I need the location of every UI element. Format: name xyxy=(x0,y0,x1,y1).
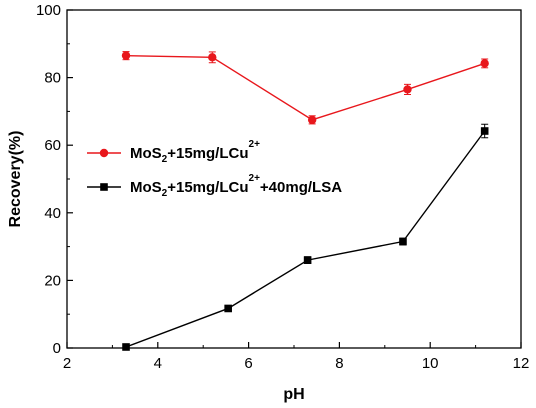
y-tick-label: 0 xyxy=(53,340,61,357)
legend-label-part: 2 xyxy=(162,188,168,199)
x-axis-title: pH xyxy=(283,386,304,403)
legend-label-part: +15mg/LCu xyxy=(167,145,248,162)
data-point xyxy=(303,256,312,264)
x-tick-label: 2 xyxy=(63,355,71,372)
x-tick-label: 8 xyxy=(335,355,343,372)
series-2-line xyxy=(125,130,486,348)
data-point xyxy=(480,127,489,135)
series-1-line xyxy=(126,54,485,121)
data-point xyxy=(121,51,131,60)
series-layer xyxy=(121,51,489,351)
x-tick-label: 10 xyxy=(422,355,439,372)
legend: MoS2+15mg/LCu2+MoS2+15mg/LCu2++40mg/LSA xyxy=(87,139,342,199)
x-axis: 2 4 6 8 10 12 xyxy=(63,342,530,372)
data-point xyxy=(224,304,232,313)
data-point xyxy=(122,343,130,351)
data-point xyxy=(307,115,317,125)
legend-marker xyxy=(99,148,109,158)
legend-label-part: MoS xyxy=(130,145,162,162)
data-point xyxy=(208,53,217,62)
y-tick-label: 40 xyxy=(44,205,61,222)
legend-item-1: MoS2+15mg/LCu2+ xyxy=(87,139,260,165)
y-axis-title: Recovery(%) xyxy=(7,131,24,228)
y-axis: 0 20 40 60 80 100 xyxy=(36,2,73,357)
legend-label-part: 2+ xyxy=(249,139,261,150)
legend-label-part: 2+ xyxy=(249,173,261,184)
data-point xyxy=(399,237,407,246)
legend-label: MoS2+15mg/LCu2+ xyxy=(130,139,260,165)
legend-label-part: 2 xyxy=(162,154,168,165)
x-tick-label: 6 xyxy=(244,355,252,372)
data-point xyxy=(480,59,489,68)
x-tick-label: 4 xyxy=(154,355,162,372)
legend-marker xyxy=(100,183,108,191)
legend-label-part: +15mg/LCu xyxy=(167,179,248,196)
legend-item-2: MoS2+15mg/LCu2++40mg/LSA xyxy=(87,173,342,199)
y-tick-label: 60 xyxy=(44,137,61,154)
y-tick-label: 100 xyxy=(36,2,61,19)
legend-label-part: MoS xyxy=(130,179,162,196)
legend-label: MoS2+15mg/LCu2++40mg/LSA xyxy=(130,173,342,199)
y-tick-label: 20 xyxy=(44,272,61,289)
series-1 xyxy=(121,51,489,125)
series-2 xyxy=(122,123,489,351)
x-tick-label: 12 xyxy=(513,355,530,372)
legend-label-part: +40mg/LSA xyxy=(260,179,342,196)
data-point xyxy=(403,85,412,94)
y-tick-label: 80 xyxy=(44,70,61,87)
